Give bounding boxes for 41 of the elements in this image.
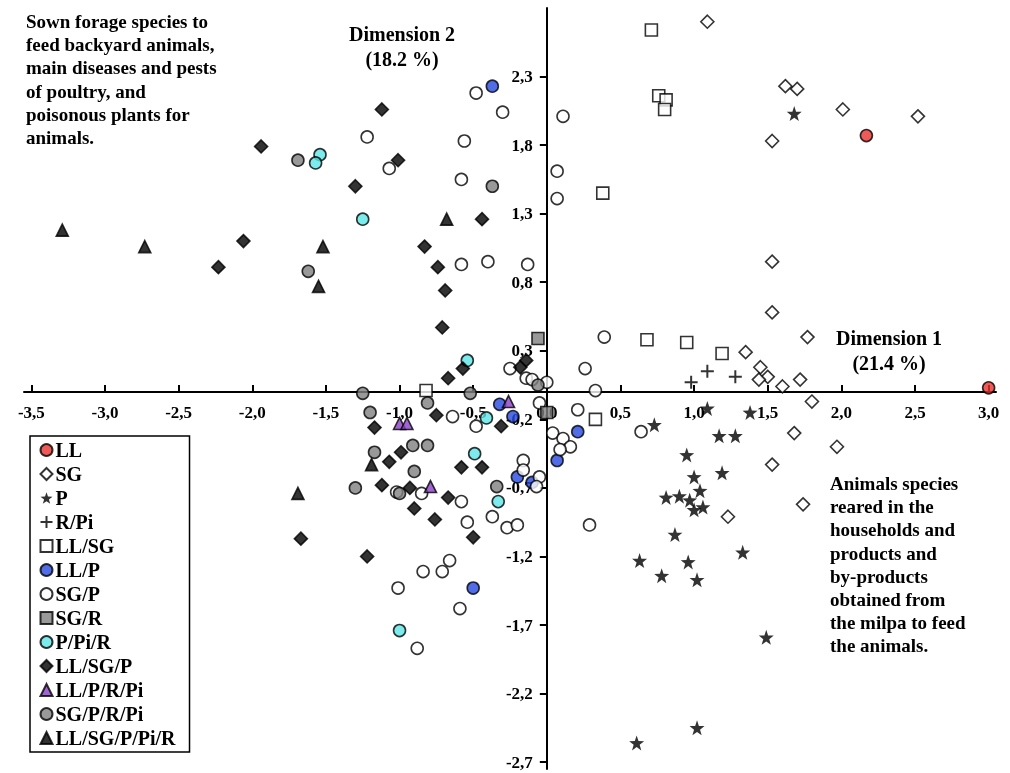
legend-label: SG/R bbox=[55, 607, 103, 629]
legend-label: LL/P/R/Pi bbox=[55, 679, 144, 701]
y-tick-label: 2,3 bbox=[511, 67, 533, 87]
legend-label: LL/SG/P/Pi/R bbox=[55, 727, 177, 749]
annotation: Sown forage species to feed backyard animals, main diseases and pests of poultry, and poisonous plants for animals. bbox=[26, 11, 217, 148]
legend-label: SG/P/R/Pi bbox=[55, 703, 144, 725]
x-tick-label: -2,5 bbox=[165, 402, 193, 422]
legend-label: LL/SG/P bbox=[55, 655, 133, 677]
y-tick-label: -0,7 bbox=[505, 478, 534, 498]
y-tick-label: -1,2 bbox=[505, 546, 533, 566]
x-tick-label: 0,5 bbox=[609, 402, 632, 422]
y-tick-label: 1,8 bbox=[511, 135, 533, 155]
x-tick-label: -3,0 bbox=[91, 402, 119, 422]
y-tick-label: 0,8 bbox=[511, 272, 533, 292]
x-tick-label: 3,0 bbox=[978, 402, 1000, 422]
y-tick-label: -1,7 bbox=[505, 615, 534, 635]
x-tick-label: 2,0 bbox=[830, 402, 852, 422]
y-tick-label: -2,2 bbox=[505, 684, 533, 704]
x-tick-label: -2,0 bbox=[238, 402, 266, 422]
x-tick-label: 1,5 bbox=[757, 402, 779, 422]
legend-label: P bbox=[55, 487, 68, 509]
y-tick-label: 1,3 bbox=[511, 204, 533, 224]
annotation: Animals species reared in the households and products and by-products obtained from the milpa to feed the animals. bbox=[830, 473, 967, 657]
y-tick-label: -0,2 bbox=[505, 409, 533, 429]
x-tick-label: 2,5 bbox=[904, 402, 926, 422]
legend-label: LL bbox=[55, 439, 83, 461]
legend-label: P/Pi/R bbox=[55, 631, 112, 653]
x-tick-label: 1,0 bbox=[683, 402, 705, 422]
legend-label: R/Pi bbox=[55, 511, 94, 533]
x-tick-label: -1,5 bbox=[312, 402, 340, 422]
legend-label: LL/P bbox=[55, 559, 100, 581]
x-tick-label: -1,0 bbox=[386, 402, 414, 422]
x-axis-title: Dimension 1 (21.4 %) bbox=[836, 327, 943, 375]
legend-label: SG bbox=[55, 463, 83, 485]
y-axis-title: Dimension 2 (18.2 %) bbox=[349, 23, 456, 71]
y-tick-label: 0,3 bbox=[511, 341, 533, 361]
x-tick-label: -0,5 bbox=[459, 402, 487, 422]
y-tick-label: -2,7 bbox=[505, 752, 534, 772]
x-tick-label: -3,5 bbox=[17, 402, 45, 422]
legend-label: LL/SG bbox=[55, 535, 115, 557]
legend-label: SG/P bbox=[55, 583, 100, 605]
